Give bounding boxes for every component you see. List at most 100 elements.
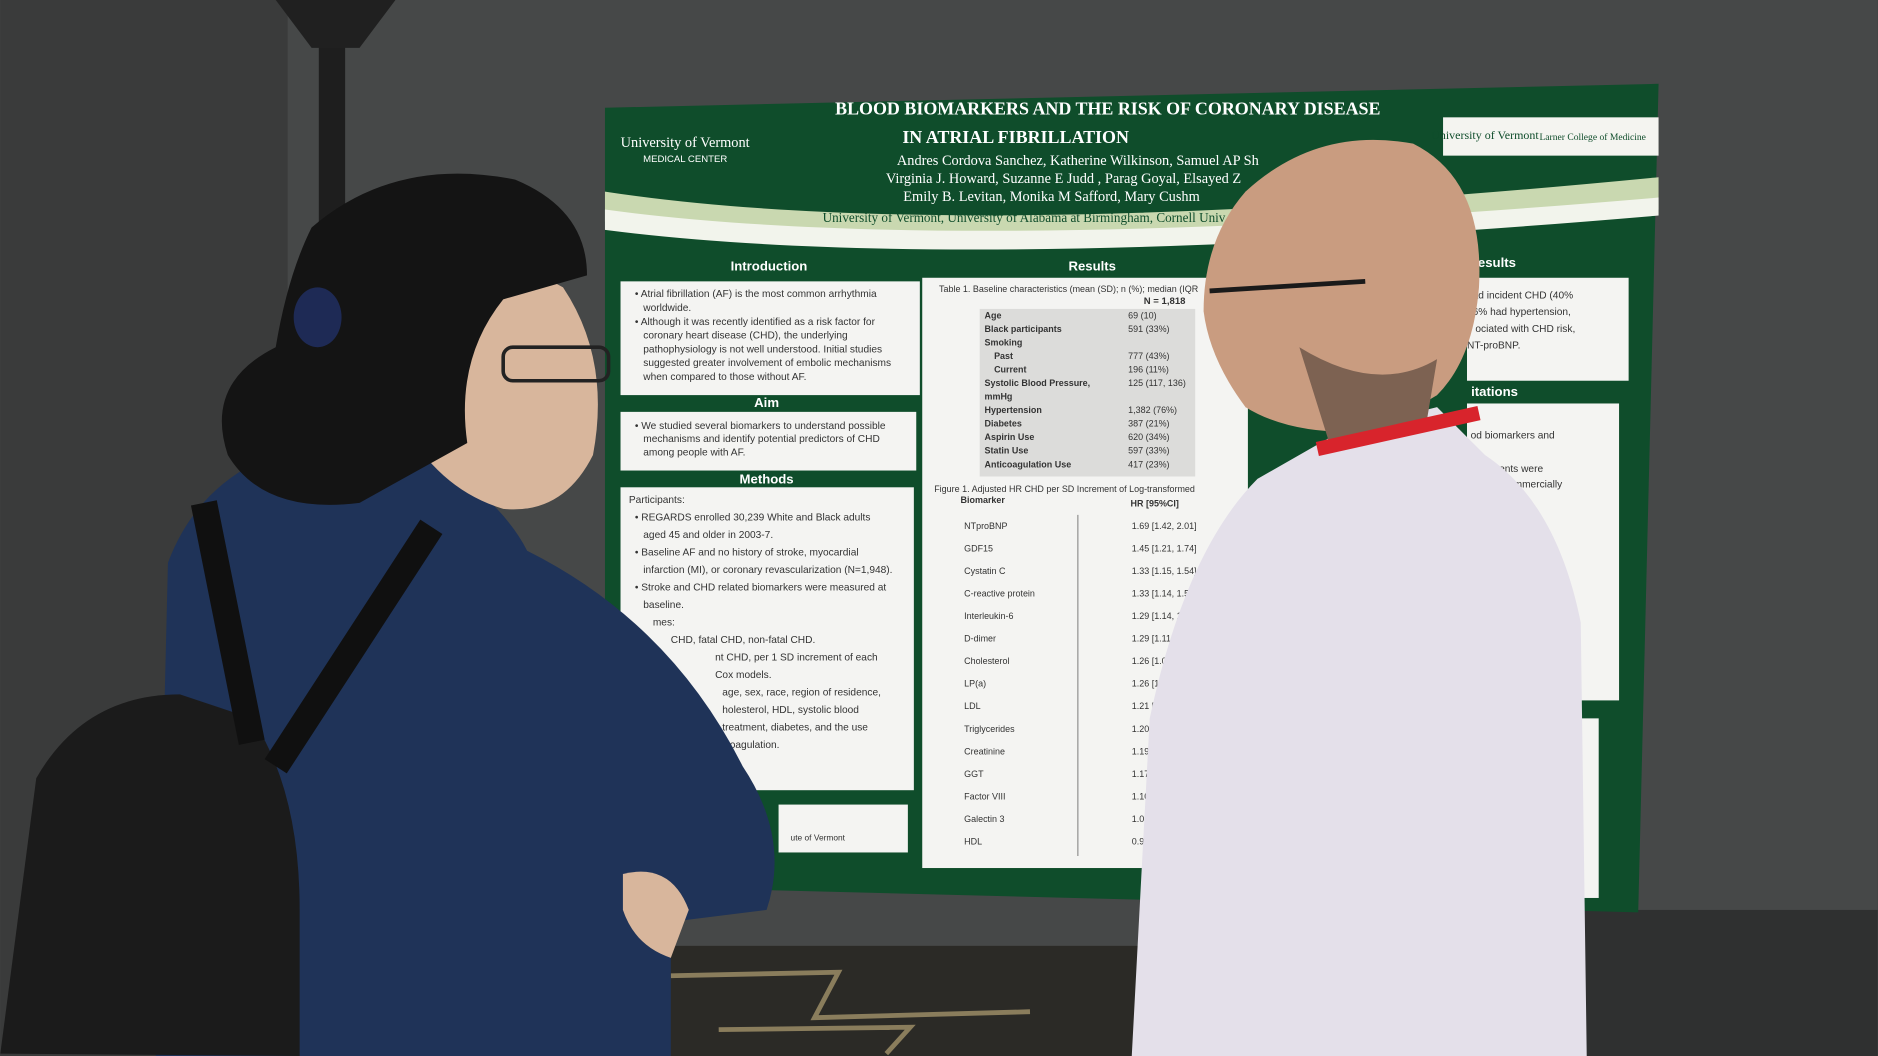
poster-band <box>604 197 1659 250</box>
woman <box>0 173 775 1056</box>
forest-value: 1.33 [1.15, 1.54] <box>1132 566 1197 576</box>
logo: University of Vermont <box>1431 128 1539 142</box>
section-text: • Atrial fibrillation (AF) is the most c… <box>635 289 877 300</box>
section-text: commercially <box>1503 480 1563 491</box>
forest-value: 1.26 [1.07, 1 <box>1132 656 1182 666</box>
forest-label: Creatinine <box>964 746 1005 756</box>
forest-label: NTproBNP <box>964 521 1007 531</box>
table-value: 620 (34%) <box>1128 432 1169 442</box>
section-text: ute of Vermont <box>791 832 846 842</box>
authors: Virginia J. Howard, Suzanne E Judd , Par… <box>886 171 1241 187</box>
logo: Larner College of Medicine <box>1539 132 1645 143</box>
table-bg <box>979 308 1196 477</box>
backpack <box>0 694 300 1056</box>
table-value: 196 (11%) <box>1128 365 1169 375</box>
forest-label: LDL <box>964 701 980 711</box>
table-label: Age <box>984 310 1001 320</box>
forest-header: Biomarker <box>961 495 1006 505</box>
logo: MEDICAL CENTER <box>643 154 727 165</box>
section-text: • We studied several biomarkers to under… <box>635 421 886 432</box>
table-value: 417 (23%) <box>1128 459 1169 469</box>
section-text: worldwide. <box>642 303 691 314</box>
panel <box>620 411 917 471</box>
table-label: Current <box>994 365 1026 375</box>
section-heading: Aim <box>754 395 779 410</box>
section-text: baseline. <box>643 600 684 611</box>
table-value: 777 (43%) <box>1128 351 1169 361</box>
carpet-pattern <box>670 969 1031 1056</box>
affiliation: University of Vermont, University of Ala… <box>823 210 1226 225</box>
section-text: aged 45 and older in 2003-7. <box>643 530 773 541</box>
section-text: treatment, diabetes, and the use <box>722 722 868 733</box>
section-text: holesterol, HDL, systolic blood <box>722 705 859 716</box>
authors: Andres Cordova Sanchez, Katherine Wilkin… <box>897 153 1259 169</box>
table-header: N = 1,818 <box>1144 296 1186 307</box>
section-text: coronary heart disease (CHD), the underl… <box>643 331 847 342</box>
section-text: pathophysiology is not well understood. … <box>643 344 882 355</box>
forest-label: Cholesterol <box>964 656 1009 666</box>
section-text: mechanisms and identify potential predic… <box>643 434 880 445</box>
section-text: • Stroke and CHD related biomarkers were… <box>635 583 887 594</box>
section-text: had incident CHD (40% <box>1467 290 1573 301</box>
table-label: Systolic Blood Pressure, <box>984 378 1090 388</box>
section-text: nt CHD, per 1 SD increment of each <box>715 652 878 663</box>
section-text: ements were <box>1485 464 1543 475</box>
table-value: 125 (117, 136) <box>1128 378 1186 388</box>
forest-label: LP(a) <box>964 679 986 689</box>
beard <box>1299 347 1438 443</box>
forest-value: 1.29 [1.11, 1.5 <box>1132 634 1189 644</box>
section-text: infarction (MI), or coronary revasculari… <box>643 565 892 576</box>
section-text: among people with AF. <box>643 447 745 458</box>
forest-label: GDF15 <box>964 544 993 554</box>
forest-value: 1.29 [1.14, 1.46] <box>1132 611 1197 621</box>
glasses <box>501 345 611 383</box>
forest-label: Interleukin-6 <box>964 611 1013 621</box>
forest-value: 1.45 [1.21, 1.74] <box>1132 544 1197 554</box>
section-text: ociated with CHD risk, <box>1475 324 1575 335</box>
section-text: NT-proBNP. <box>1467 341 1520 352</box>
forest-value: 1.21 [1.0 <box>1132 701 1167 711</box>
table-label: Black participants <box>984 324 1061 334</box>
table-caption: Table 1. Baseline characteristics (mean … <box>939 284 1199 294</box>
forest-label: Cystatin C <box>964 566 1006 576</box>
forest-value: 1.26 [1.06 <box>1132 679 1172 689</box>
pole-top <box>275 0 396 48</box>
glasses <box>1209 278 1366 294</box>
table-label: Smoking <box>984 338 1022 348</box>
hair <box>221 173 587 505</box>
forest-value: 1.33 [1.14, 1.56] <box>1132 589 1197 599</box>
section-text: mes: <box>653 618 675 629</box>
section-text: Cox models. <box>715 670 771 681</box>
scrunchie <box>293 287 342 348</box>
section-heading: Results <box>1068 258 1116 273</box>
section-text: • REGARDS enrolled 30,239 White and Blac… <box>635 513 871 524</box>
panel <box>620 281 920 396</box>
table-value: 69 (10) <box>1128 310 1156 320</box>
shirt <box>1131 407 1587 1056</box>
forest-label: Factor VIII <box>964 791 1005 801</box>
jacket <box>155 442 775 1056</box>
table-label: Aspirin Use <box>984 432 1034 442</box>
section-heading: itations <box>1471 384 1518 399</box>
section-text: when compared to those without AF. <box>642 372 806 383</box>
table-label: Statin Use <box>984 446 1028 456</box>
forest-value: 1.69 [1.42, 2.01] <box>1132 521 1197 531</box>
table-label: mmHg <box>984 392 1012 402</box>
table-value: 1,382 (76%) <box>1128 405 1177 415</box>
logo: University of Vermont <box>621 135 750 151</box>
section-heading: esults <box>1478 255 1516 270</box>
section-text: Participants: <box>629 495 685 506</box>
forest-label: D-dimer <box>964 634 996 644</box>
table-label: Past <box>994 351 1013 361</box>
section-heading: Methods <box>740 472 794 487</box>
section-text: 76% had hypertension, <box>1467 307 1571 318</box>
table-label: Hypertension <box>984 405 1041 415</box>
section-text: • Although it was recently identified as… <box>635 317 876 328</box>
forest-label: GGT <box>964 769 984 779</box>
table-label: Diabetes <box>984 419 1021 429</box>
panel <box>1467 277 1629 381</box>
section-text: coagulation. <box>725 740 780 751</box>
authors: Emily B. Levitan, Monika M Safford, Mary… <box>903 189 1199 205</box>
